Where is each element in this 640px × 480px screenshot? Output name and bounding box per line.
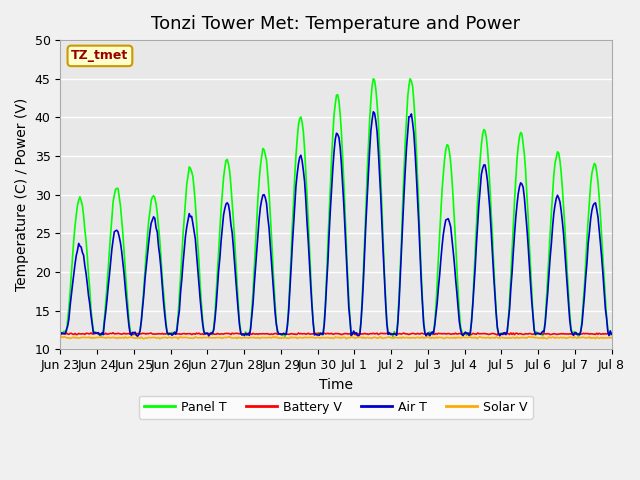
- X-axis label: Time: Time: [319, 378, 353, 392]
- Line: Solar V: Solar V: [60, 336, 611, 339]
- Solar V: [458, 335, 465, 340]
- Solar V: [587, 336, 595, 341]
- Battery V: [457, 331, 465, 336]
- Title: Tonzi Tower Met: Temperature and Power: Tonzi Tower Met: Temperature and Power: [151, 15, 520, 33]
- Solar V: [174, 336, 182, 342]
- Panel T: [56, 329, 64, 335]
- Panel T: [367, 97, 374, 103]
- Battery V: [148, 331, 156, 337]
- Battery V: [607, 331, 615, 336]
- Line: Air T: Air T: [60, 112, 611, 336]
- Air T: [118, 249, 125, 254]
- Air T: [134, 333, 141, 339]
- Battery V: [56, 332, 64, 337]
- Air T: [602, 306, 609, 312]
- Air T: [56, 332, 64, 338]
- Solar V: [148, 335, 156, 340]
- Air T: [150, 214, 157, 220]
- Air T: [587, 216, 595, 222]
- Air T: [458, 331, 465, 337]
- Panel T: [148, 194, 156, 200]
- Battery V: [118, 331, 125, 337]
- Line: Panel T: Panel T: [60, 79, 611, 337]
- Panel T: [406, 76, 414, 82]
- Solar V: [56, 335, 64, 341]
- Panel T: [118, 216, 125, 222]
- Legend: Panel T, Battery V, Air T, Solar V: Panel T, Battery V, Air T, Solar V: [139, 396, 533, 419]
- Text: TZ_tmet: TZ_tmet: [71, 49, 129, 62]
- Battery V: [368, 331, 376, 336]
- Y-axis label: Temperature (C) / Power (V): Temperature (C) / Power (V): [15, 98, 29, 291]
- Panel T: [389, 334, 397, 340]
- Solar V: [602, 335, 609, 341]
- Line: Battery V: Battery V: [60, 333, 611, 335]
- Air T: [607, 331, 615, 337]
- Solar V: [118, 335, 125, 341]
- Panel T: [602, 295, 609, 301]
- Solar V: [369, 335, 377, 340]
- Battery V: [587, 331, 595, 336]
- Air T: [369, 109, 377, 115]
- Solar V: [607, 335, 615, 340]
- Battery V: [602, 331, 609, 336]
- Battery V: [246, 330, 253, 336]
- Panel T: [607, 331, 615, 337]
- Panel T: [587, 181, 595, 187]
- Air T: [368, 117, 376, 123]
- Panel T: [458, 328, 465, 334]
- Battery V: [493, 332, 501, 338]
- Solar V: [226, 334, 234, 339]
